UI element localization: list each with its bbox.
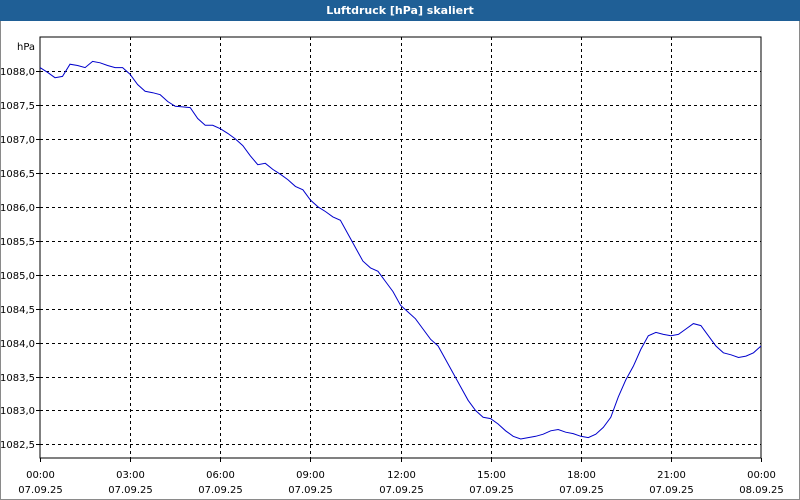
x-tick-label-time: 12:00 bbox=[387, 470, 416, 481]
x-tick-label-time: 09:00 bbox=[296, 470, 325, 481]
axis-layer: 1082,5 1083,0 1083,5 1084,0 1084,5 1085,0 1085… bbox=[0, 67, 784, 496]
chart-title: Luftdruck [hPa] skaliert bbox=[0, 0, 800, 21]
x-tick-label-time: 06:00 bbox=[206, 470, 235, 481]
x-tick-label-date: 07.09.25 bbox=[469, 485, 514, 496]
grid-layer bbox=[39, 36, 762, 459]
y-tick-label: 1086,5 bbox=[0, 169, 35, 180]
pressure-series-line bbox=[39, 60, 762, 440]
series-layer bbox=[39, 60, 762, 440]
y-tick-label: 1087,5 bbox=[0, 101, 35, 112]
y-tick-label: 1088,0 bbox=[0, 67, 35, 78]
y-tick-label: 1085,5 bbox=[0, 237, 35, 248]
x-tick-label-date: 07.09.25 bbox=[559, 485, 604, 496]
y-tick-label: 1083,0 bbox=[0, 406, 35, 417]
y-tick-label: 1084,5 bbox=[0, 305, 35, 316]
x-tick-label-time: 00:00 bbox=[26, 470, 55, 481]
x-tick-label-time: 18:00 bbox=[567, 470, 596, 481]
x-tick-label-time: 00:00 bbox=[747, 470, 776, 481]
x-tick-label-time: 03:00 bbox=[116, 470, 145, 481]
x-tick-label-date: 07.09.25 bbox=[379, 485, 424, 496]
y-axis-label: hPa bbox=[17, 42, 35, 53]
y-tick-label: 1083,5 bbox=[0, 373, 35, 384]
x-tick-label-date: 07.09.25 bbox=[649, 485, 694, 496]
y-tick-label: 1085,0 bbox=[0, 271, 35, 282]
x-tick-label-time: 21:00 bbox=[657, 470, 686, 481]
y-tick-label: 1086,0 bbox=[0, 203, 35, 214]
x-tick-label-date: 07.09.25 bbox=[18, 485, 63, 496]
x-tick-label-date: 07.09.25 bbox=[288, 485, 333, 496]
x-tick-label-date: 07.09.25 bbox=[108, 485, 153, 496]
x-tick-label-time: 15:00 bbox=[477, 470, 506, 481]
y-tick-label: 1087,0 bbox=[0, 135, 35, 146]
x-tick-label-date: 07.09.25 bbox=[198, 485, 243, 496]
x-tick-label-date: 08.09.25 bbox=[739, 485, 784, 496]
plot-area bbox=[39, 36, 762, 459]
y-tick-label: 1082,5 bbox=[0, 440, 35, 451]
y-tick-label: 1084,0 bbox=[0, 339, 35, 350]
